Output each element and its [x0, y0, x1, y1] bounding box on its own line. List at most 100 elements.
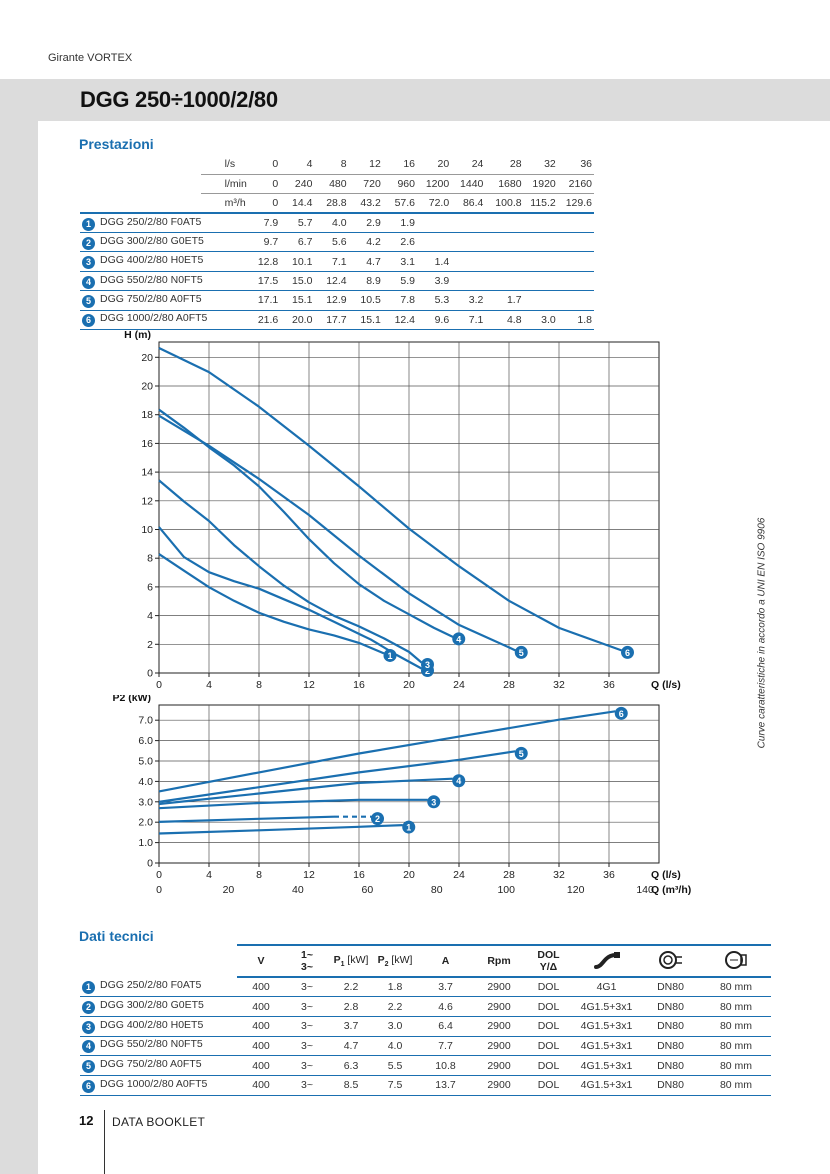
unit-value: 28.8 [314, 193, 349, 215]
model-name: DGG 1000/2/80 A0FT5 [100, 312, 208, 325]
series-marker-5: 5 [514, 645, 528, 659]
tech-passage: 80 mm [701, 1055, 771, 1076]
head-value [523, 213, 558, 234]
head-value: 4.8 [485, 310, 524, 331]
tech-rpm: 2900 [474, 1055, 524, 1076]
head-value [485, 232, 524, 253]
side-note: Curve caratteristiche in accordo a UNI E… [756, 517, 768, 748]
tech-phase: 3~ [285, 996, 329, 1017]
y-axis-label: P2 (kW) [112, 695, 151, 704]
tech-header-p2: P2 [kW] [373, 944, 417, 978]
x-tick-label: 20 [403, 869, 415, 881]
x-tick-label: 28 [503, 869, 515, 881]
series-line-4 [158, 408, 454, 638]
tech-p2: 3.0 [373, 1016, 417, 1037]
tech-passage: 80 mm [701, 1036, 771, 1057]
unit-value: 2160 [557, 174, 594, 195]
y-tick-label: 2.0 [138, 817, 153, 829]
tech-p2: 5.5 [373, 1055, 417, 1076]
tech-header-p1: P1 [kW] [329, 944, 373, 978]
tech-header-a: A [417, 944, 474, 978]
y-tick-label: 14 [141, 467, 153, 479]
head-value: 10.5 [348, 290, 383, 311]
series-line-2 [158, 526, 423, 670]
x-tick-label: 16 [353, 679, 365, 691]
head-value: 5.9 [382, 271, 417, 292]
unit-value: 8 [314, 155, 349, 175]
marker-label: 3 [431, 797, 436, 807]
unit-blank [80, 193, 201, 215]
tech-rpm: 2900 [474, 1075, 524, 1096]
tech-v: 400 [237, 1016, 285, 1037]
x2-axis-label: Q (m³/h) [651, 884, 691, 896]
unit-label: m³/h [200, 193, 250, 215]
x-axis-label: Q (l/s) [651, 869, 681, 881]
x-tick-label: 32 [553, 679, 565, 691]
series-marker-2: 2 [371, 812, 384, 826]
head-value: 21.6 [249, 310, 281, 331]
model-name-cell: 3 DGG 400/2/80 H0ET5 [80, 251, 250, 272]
head-value [485, 251, 524, 272]
y-tick-label: 5.0 [138, 756, 153, 768]
tech-start: DOL [524, 996, 573, 1017]
tech-v: 400 [237, 1055, 285, 1076]
unit-value: 115.2 [523, 193, 558, 215]
y-tick-label: 16 [141, 438, 153, 450]
series-line-6 [158, 347, 622, 652]
tech-header-start: DOL Y/Δ [524, 944, 573, 978]
tech-v: 400 [237, 996, 285, 1017]
model-name: DGG 750/2/80 A0FT5 [100, 1058, 202, 1071]
model-name: DGG 550/2/80 N0FT5 [100, 1038, 203, 1051]
outlet-icon [658, 950, 682, 969]
unit-value: 32 [523, 155, 558, 175]
tech-passage: 80 mm [701, 996, 771, 1017]
y-tick-label: 20 [141, 381, 153, 393]
unit-value: 1200 [417, 174, 452, 195]
marker-label: 2 [425, 666, 430, 676]
series-marker-4: 4 [452, 774, 466, 788]
performance-title: Prestazioni [79, 136, 154, 152]
head-value: 12.4 [382, 310, 417, 331]
x-tick-label: 16 [353, 869, 365, 881]
unit-value: 480 [314, 174, 349, 195]
y-tick-label: 1.0 [138, 837, 153, 849]
series-line-1 [158, 824, 403, 835]
head-value: 12.9 [314, 290, 349, 311]
head-value: 3.1 [382, 251, 417, 272]
tech-p1: 4.7 [329, 1036, 373, 1057]
x-tick-label: 28 [503, 679, 515, 691]
table-row: 6 DGG 1000/2/80 A0FT5 21.6 20.0 17.7 15.1 12.4… [80, 310, 594, 331]
x-tick-label: 0 [156, 679, 162, 691]
series-line-3 [158, 479, 423, 664]
series-line-1 [158, 553, 385, 655]
unit-value: 1920 [523, 174, 558, 195]
marker-label: 5 [519, 749, 524, 759]
unit-value: 129.6 [557, 193, 594, 215]
unit-value: 86.4 [451, 193, 486, 215]
marker-label: 3 [425, 660, 430, 670]
model-badge: 6 [82, 314, 95, 328]
tech-phase: 3~ [285, 1075, 329, 1096]
model-badge: 4 [82, 1040, 95, 1054]
tech-header-passage [701, 944, 771, 978]
passage-icon [725, 950, 747, 969]
unit-value: 14.4 [280, 193, 315, 215]
x-tick-label: 8 [256, 869, 262, 881]
model-name: DGG 250/2/80 F0AT5 [100, 979, 202, 992]
x-tick-label: 8 [256, 679, 262, 691]
model-name: DGG 750/2/80 A0FT5 [100, 292, 202, 305]
left-margin-bar [0, 121, 38, 1174]
series-line-6 [158, 710, 616, 793]
unit-value: 1440 [451, 174, 486, 195]
series-line-5 [158, 414, 516, 652]
model-name-cell: 5 DGG 750/2/80 A0FT5 [80, 1055, 237, 1076]
y-tick-label: 2 [147, 639, 153, 651]
model-badge: 4 [82, 275, 95, 289]
unit-value: 36 [557, 155, 594, 175]
series-marker-3: 3 [421, 657, 434, 671]
marker-circle [452, 632, 466, 646]
tech-v: 400 [237, 1075, 285, 1096]
head-value: 5.7 [280, 213, 315, 234]
head-value: 7.1 [314, 251, 349, 272]
